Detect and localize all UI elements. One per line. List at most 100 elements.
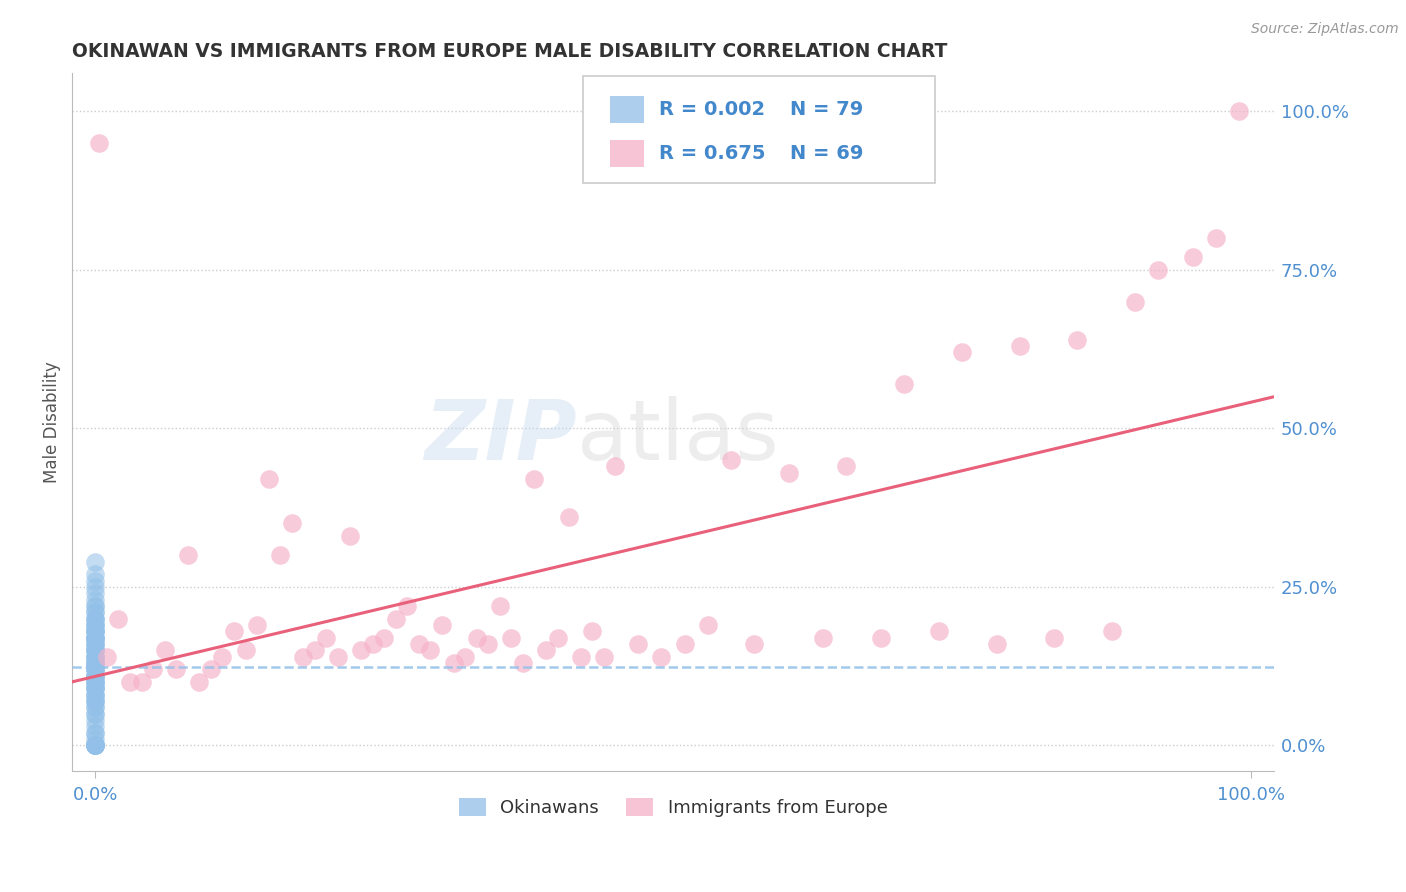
Point bbox=[547, 631, 569, 645]
Point bbox=[84, 706, 107, 721]
Point bbox=[107, 611, 129, 625]
Point bbox=[84, 554, 107, 568]
Point bbox=[84, 618, 107, 632]
Point bbox=[84, 580, 107, 594]
Point bbox=[870, 631, 893, 645]
Point bbox=[188, 675, 211, 690]
Point bbox=[1123, 294, 1146, 309]
Point bbox=[84, 637, 107, 651]
Point bbox=[118, 675, 141, 690]
Point bbox=[477, 637, 499, 651]
Point bbox=[84, 637, 107, 651]
Point bbox=[84, 675, 107, 690]
Point bbox=[84, 688, 107, 702]
Point bbox=[84, 649, 107, 664]
Point bbox=[592, 649, 614, 664]
Text: Source: ZipAtlas.com: Source: ZipAtlas.com bbox=[1251, 22, 1399, 37]
Text: R = 0.002: R = 0.002 bbox=[659, 100, 765, 120]
Point bbox=[950, 345, 973, 359]
Point bbox=[165, 662, 187, 676]
Text: R = 0.675: R = 0.675 bbox=[659, 145, 766, 163]
Text: ZIP: ZIP bbox=[425, 395, 576, 476]
Point bbox=[269, 548, 291, 562]
Point bbox=[1101, 624, 1123, 639]
Point bbox=[454, 649, 477, 664]
Point bbox=[84, 668, 107, 682]
Point bbox=[84, 631, 107, 645]
Point bbox=[84, 624, 107, 639]
Point bbox=[84, 567, 107, 582]
Point bbox=[281, 516, 304, 531]
Point bbox=[84, 725, 107, 739]
Point bbox=[246, 618, 269, 632]
Point bbox=[84, 649, 107, 664]
Point bbox=[142, 662, 165, 676]
Point bbox=[84, 681, 107, 696]
Point bbox=[84, 681, 107, 696]
Point bbox=[84, 675, 107, 690]
Point bbox=[350, 643, 373, 657]
Point bbox=[153, 643, 176, 657]
Point bbox=[430, 618, 453, 632]
Point bbox=[1205, 231, 1227, 245]
Point bbox=[84, 739, 107, 753]
Point bbox=[84, 649, 107, 664]
Point bbox=[84, 643, 107, 657]
Point bbox=[813, 631, 835, 645]
Text: N = 69: N = 69 bbox=[790, 145, 863, 163]
Point bbox=[84, 668, 107, 682]
Point bbox=[84, 739, 107, 753]
Point bbox=[84, 675, 107, 690]
Point bbox=[84, 688, 107, 702]
Point bbox=[84, 656, 107, 670]
Point bbox=[84, 624, 107, 639]
Point bbox=[1227, 104, 1250, 119]
Point bbox=[84, 668, 107, 682]
Point bbox=[84, 662, 107, 676]
Point bbox=[84, 681, 107, 696]
Point bbox=[84, 605, 107, 619]
Legend: Okinawans, Immigrants from Europe: Okinawans, Immigrants from Europe bbox=[451, 790, 894, 824]
Point bbox=[177, 548, 200, 562]
Text: atlas: atlas bbox=[576, 395, 779, 476]
Point bbox=[361, 637, 384, 651]
Point bbox=[84, 592, 107, 607]
Point bbox=[1043, 631, 1066, 645]
Point bbox=[673, 637, 696, 651]
Point bbox=[326, 649, 349, 664]
Point bbox=[408, 637, 430, 651]
Point bbox=[396, 599, 419, 613]
Point bbox=[96, 649, 118, 664]
Point bbox=[84, 605, 107, 619]
Point bbox=[84, 611, 107, 625]
Point bbox=[131, 675, 153, 690]
Point bbox=[84, 694, 107, 708]
Point bbox=[605, 459, 627, 474]
Point bbox=[315, 631, 337, 645]
Point bbox=[304, 643, 326, 657]
Point bbox=[523, 472, 546, 486]
Point bbox=[84, 662, 107, 676]
Point bbox=[84, 656, 107, 670]
Point bbox=[84, 739, 107, 753]
Point bbox=[211, 649, 233, 664]
Point bbox=[84, 739, 107, 753]
Point bbox=[84, 649, 107, 664]
Point bbox=[1066, 333, 1088, 347]
Point bbox=[84, 624, 107, 639]
Point bbox=[84, 631, 107, 645]
Point bbox=[84, 643, 107, 657]
Point bbox=[84, 719, 107, 733]
Point bbox=[84, 618, 107, 632]
Point bbox=[581, 624, 603, 639]
Point bbox=[84, 662, 107, 676]
Point bbox=[84, 706, 107, 721]
Point bbox=[742, 637, 765, 651]
Point bbox=[84, 694, 107, 708]
Point bbox=[835, 459, 858, 474]
Point bbox=[84, 713, 107, 727]
Point bbox=[84, 700, 107, 714]
Point bbox=[778, 466, 800, 480]
Point bbox=[84, 731, 107, 746]
Point bbox=[84, 739, 107, 753]
